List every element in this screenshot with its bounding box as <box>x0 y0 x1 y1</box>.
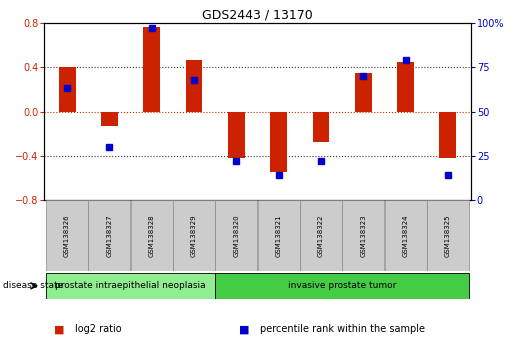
Text: invasive prostate tumor: invasive prostate tumor <box>288 281 397 290</box>
Text: prostate intraepithelial neoplasia: prostate intraepithelial neoplasia <box>55 281 206 290</box>
Text: percentile rank within the sample: percentile rank within the sample <box>260 324 425 334</box>
Text: ■: ■ <box>239 324 250 334</box>
Bar <box>300 200 342 271</box>
Text: GSM138324: GSM138324 <box>403 214 408 257</box>
Bar <box>355 73 372 112</box>
Bar <box>173 200 215 271</box>
Bar <box>215 200 258 271</box>
Bar <box>342 200 384 271</box>
Text: GSM138325: GSM138325 <box>445 214 451 257</box>
Bar <box>46 200 88 271</box>
Text: log2 ratio: log2 ratio <box>75 324 122 334</box>
Bar <box>397 62 414 112</box>
Bar <box>439 112 456 158</box>
Text: GSM138323: GSM138323 <box>360 214 366 257</box>
Bar <box>270 112 287 172</box>
Bar <box>385 200 426 271</box>
Bar <box>131 200 173 271</box>
Bar <box>258 200 300 271</box>
Title: GDS2443 / 13170: GDS2443 / 13170 <box>202 9 313 22</box>
Bar <box>143 28 160 112</box>
Text: GSM138322: GSM138322 <box>318 214 324 257</box>
Text: GSM138328: GSM138328 <box>149 214 154 257</box>
Bar <box>89 200 130 271</box>
Text: GSM138327: GSM138327 <box>107 214 112 257</box>
Text: GSM138329: GSM138329 <box>191 214 197 257</box>
Bar <box>228 112 245 158</box>
Bar <box>427 200 469 271</box>
Bar <box>185 59 202 112</box>
Bar <box>313 112 330 142</box>
Bar <box>215 273 469 299</box>
Bar <box>101 112 118 126</box>
Text: disease state: disease state <box>3 281 63 290</box>
Bar <box>59 67 76 112</box>
Text: ■: ■ <box>54 324 64 334</box>
Text: GSM138326: GSM138326 <box>64 214 70 257</box>
Bar <box>46 273 215 299</box>
Text: GSM138320: GSM138320 <box>233 214 239 257</box>
Text: GSM138321: GSM138321 <box>276 214 282 257</box>
